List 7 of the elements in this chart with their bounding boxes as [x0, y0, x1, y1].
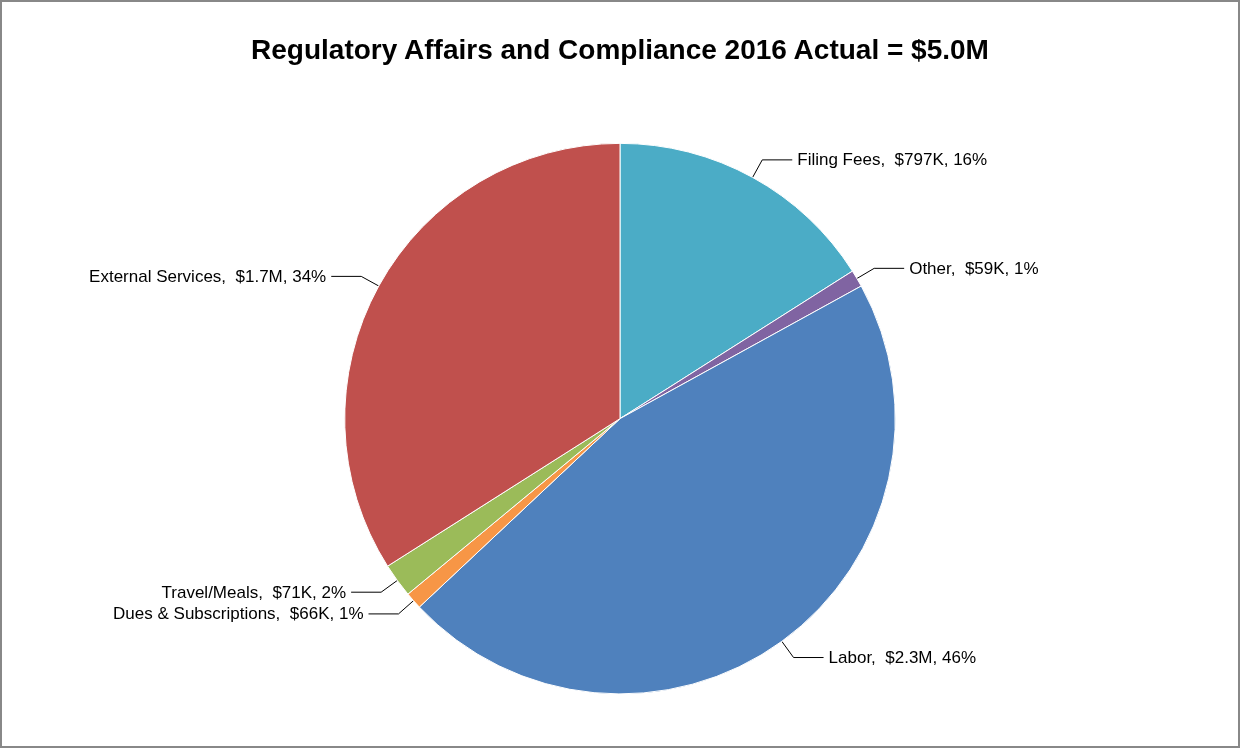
slice-label: External Services, $1.7M, 34% — [89, 266, 327, 286]
slice-label: Labor, $2.3M, 46% — [828, 648, 976, 668]
slice-label: Filing Fees, $797K, 16% — [797, 150, 988, 170]
chart-title: Regulatory Affairs and Compliance 2016 Actual = $5.0M — [251, 33, 989, 65]
slice-label: Travel/Meals, $71K, 2% — [161, 582, 347, 602]
slice-label: Other, $59K, 1% — [909, 258, 1039, 278]
slice-label: Dues & Subscriptions, $66K, 1% — [113, 604, 364, 624]
